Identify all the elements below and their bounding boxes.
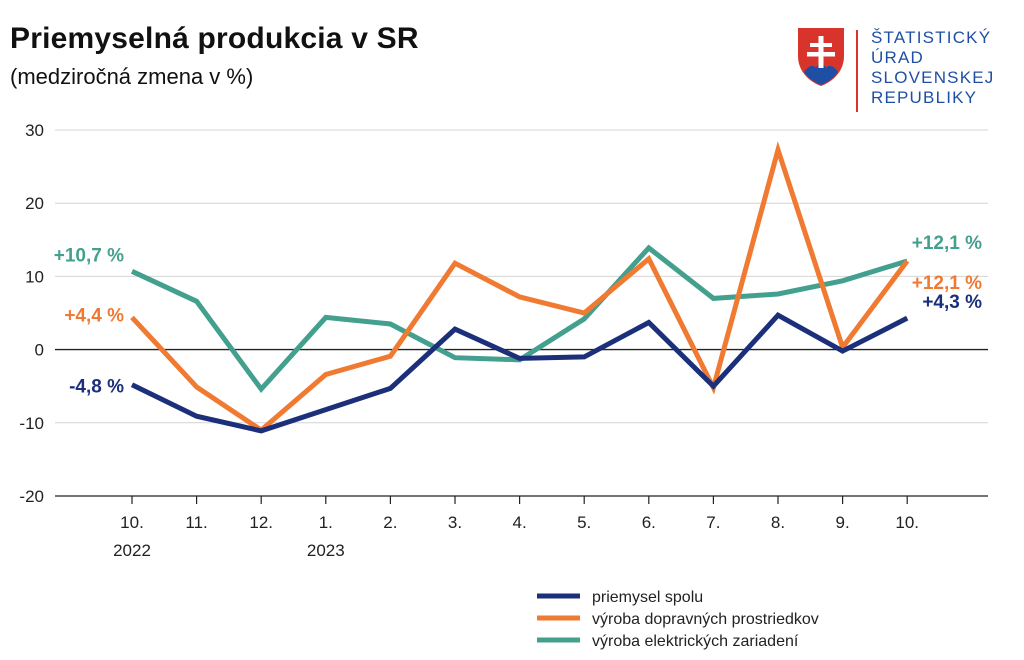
x-tick-label: 9. (836, 513, 850, 532)
logo-text: ŠTATISTICKÝ ÚRAD SLOVENSKEJ REPUBLIKY (871, 28, 995, 108)
start-value-label: -4,8 % (69, 377, 124, 398)
legend-label: výroba dopravných prostriedkov (592, 611, 819, 628)
x-tick-label: 10. (895, 513, 919, 532)
legend-label: výroba elektrických zariadení (592, 633, 799, 650)
series-line-1 (130, 312, 909, 434)
y-tick-label: 0 (35, 341, 44, 360)
slovak-coat-of-arms-icon (798, 28, 844, 86)
logo-line: ÚRAD (871, 48, 924, 67)
statistical-office-logo: ŠTATISTICKÝ ÚRAD SLOVENSKEJ REPUBLIKY (796, 26, 996, 112)
end-value-label: +4,3 % (922, 292, 982, 313)
x-tick-label: 8. (771, 513, 785, 532)
x-tick-label: 10. (120, 513, 144, 532)
x-tick-label: 1. (319, 513, 333, 532)
chart-subtitle: (medziročná zmena v %) (10, 64, 254, 89)
logo-line: ŠTATISTICKÝ (871, 28, 992, 47)
series-line-3 (130, 244, 908, 394)
x-tick-year-label: 2023 (307, 541, 345, 560)
logo-line: REPUBLIKY (871, 88, 978, 107)
x-tick-label: 4. (513, 513, 527, 532)
x-tick-label: 3. (448, 513, 462, 532)
x-tick-label: 7. (706, 513, 720, 532)
chart-title: Priemyselná produkcia v SR (10, 22, 419, 55)
y-tick-label: 30 (25, 121, 44, 140)
y-tick-label: -20 (19, 487, 44, 506)
start-value-label: +10,7 % (54, 245, 124, 266)
x-tick-label: 12. (249, 513, 273, 532)
y-tick-label: -10 (19, 414, 44, 433)
x-tick-label: 11. (185, 513, 207, 532)
x-tick-label: 5. (577, 513, 591, 532)
logo-divider (856, 30, 858, 112)
y-tick-label: 20 (25, 194, 44, 213)
y-tick-label: 10 (25, 267, 44, 286)
end-value-label: +12,1 % (912, 273, 982, 294)
x-tick-label: 2. (383, 513, 397, 532)
legend-label: priemysel spolu (592, 589, 703, 606)
start-value-label: +4,4 % (64, 305, 124, 326)
x-tick-label: 6. (642, 513, 656, 532)
logo-line: SLOVENSKEJ (871, 68, 995, 87)
x-tick-year-label: 2022 (113, 541, 151, 560)
end-value-label: +12,1 % (912, 233, 982, 254)
